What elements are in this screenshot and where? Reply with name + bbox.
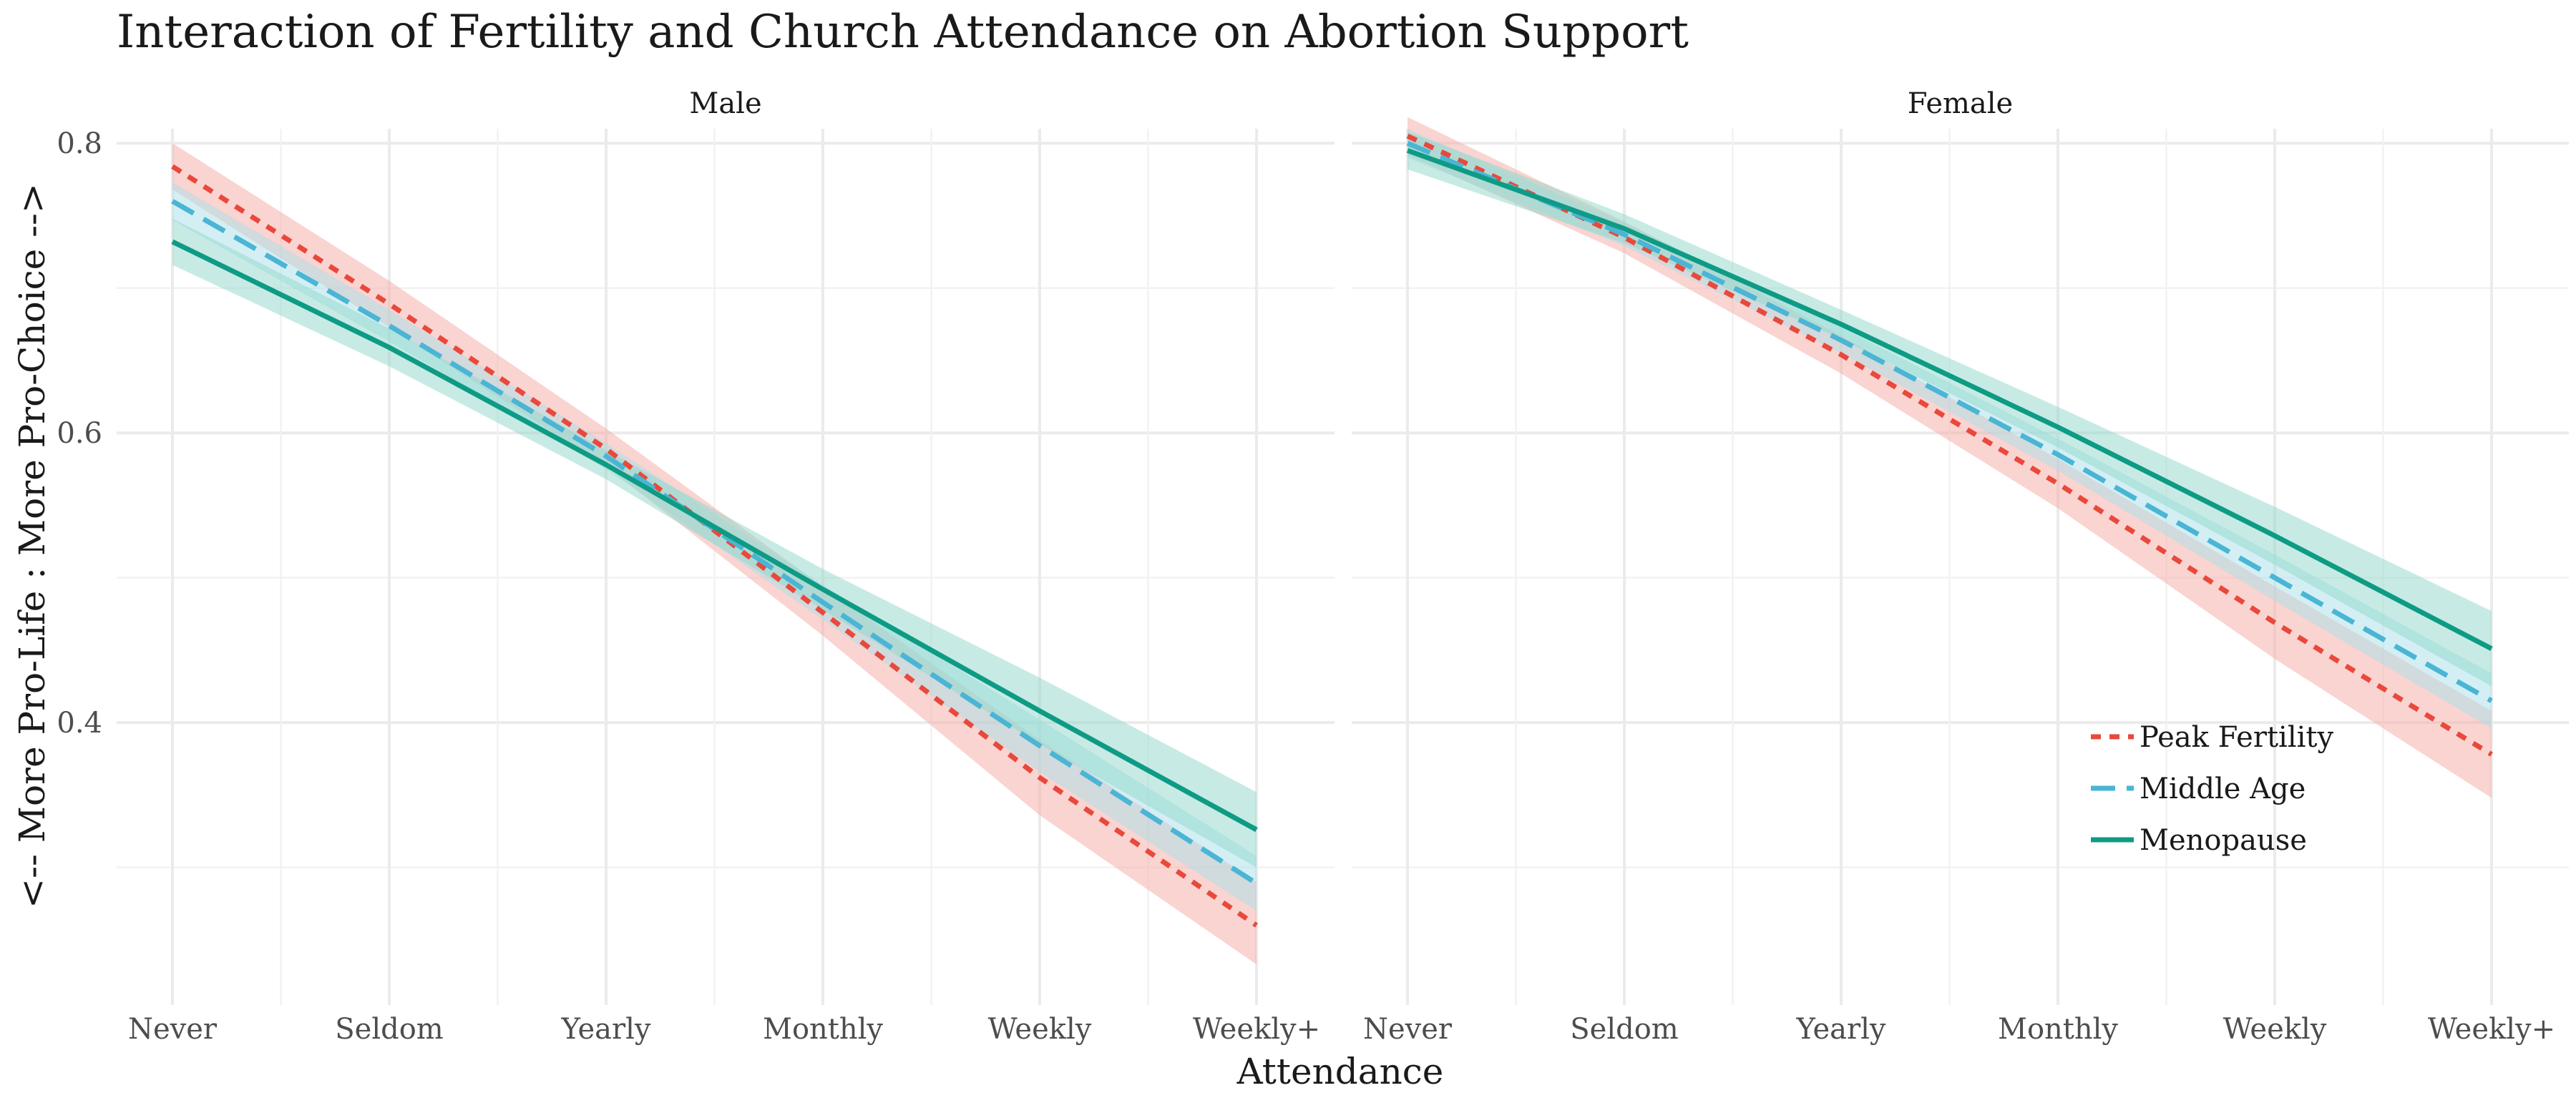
x-tick-label: Weekly+ (2428, 1013, 2555, 1046)
data-point-middle-age (1840, 339, 1843, 341)
data-point-middle-age (605, 455, 608, 457)
data-point-middle-age (2491, 700, 2493, 702)
data-point-menopause (2274, 534, 2276, 536)
data-point-peak-fertility (1039, 777, 1041, 779)
panel-female: Female Never Seldom Yearly Monthly Weekly Week… (1352, 87, 2569, 1046)
y-axis-title: <-- More Pro-Life : More Pro-Choice --> (11, 183, 53, 908)
x-tick-label: Weekly+ (1193, 1013, 1320, 1046)
data-point-menopause (1407, 149, 1409, 152)
x-tick-label: Weekly (2223, 1013, 2327, 1046)
x-axis-title: Attendance (1236, 1051, 1444, 1092)
x-tick-label: Never (1363, 1013, 1453, 1046)
data-point-middle-age (1407, 142, 1409, 144)
x-tick-label: Monthly (1998, 1013, 2118, 1046)
panels: Male Never Seldom Yearly Monthly Weekly Weekly… (57, 87, 2569, 1046)
data-point-peak-fertility (822, 612, 824, 614)
data-point-peak-fertility (389, 303, 391, 305)
data-point-peak-fertility (1407, 135, 1409, 137)
panel-male: Male Never Seldom Yearly Monthly Weekly Weekly… (57, 87, 1335, 1046)
data-point-menopause (1039, 710, 1041, 712)
data-point-menopause (2491, 647, 2493, 649)
y-tick-label: 0.4 (57, 707, 102, 740)
legend-item-peak-fertility: Peak Fertility (2091, 721, 2333, 754)
data-point-peak-fertility (1840, 353, 1843, 356)
data-point-menopause (1624, 227, 1626, 230)
data-point-peak-fertility (1256, 924, 1258, 926)
data-point-middle-age (1624, 233, 1626, 235)
data-point-peak-fertility (2057, 483, 2059, 485)
y-tick-label: 0.8 (57, 127, 102, 160)
data-point-menopause (172, 240, 174, 242)
series-line-menopause (1406, 148, 2493, 652)
data-point-middle-age (2274, 577, 2276, 579)
panel-strip-label: Male (689, 87, 761, 120)
data-point-peak-fertility (605, 448, 608, 450)
series-line-peak-fertility (171, 164, 1258, 928)
data-point-peak-fertility (2274, 622, 2276, 624)
data-point-menopause (389, 346, 391, 348)
data-point-peak-fertility (2491, 753, 2493, 755)
legend-label: Menopause (2140, 824, 2307, 857)
series-line-menopause (171, 239, 1258, 833)
legend-item-middle-age: Middle Age (2091, 773, 2306, 805)
data-point-middle-age (1256, 882, 1258, 884)
chart-title: Interaction of Fertility and Church Atte… (117, 6, 1689, 59)
data-point-menopause (1256, 829, 1258, 831)
data-point-middle-age (1039, 745, 1041, 747)
x-tick-label: Monthly (763, 1013, 883, 1046)
confidence-band-menopause (172, 218, 1257, 868)
legend: Peak Fertility Middle Age Menopause (2091, 721, 2333, 857)
series-line-middle-age (1406, 141, 2493, 703)
panel-strip-label: Female (1908, 87, 2013, 120)
data-point-middle-age (389, 325, 391, 327)
x-tick-label: Seldom (335, 1013, 443, 1046)
data-point-menopause (2057, 426, 2059, 428)
x-tick-label: Yearly (561, 1013, 651, 1046)
legend-label: Middle Age (2140, 773, 2306, 805)
legend-item-menopause: Menopause (2091, 824, 2307, 857)
data-point-middle-age (822, 602, 824, 604)
data-point-menopause (1840, 323, 1843, 325)
legend-label: Peak Fertility (2140, 721, 2333, 754)
x-tick-label: Yearly (1796, 1013, 1886, 1046)
x-tick-label: Never (128, 1013, 218, 1046)
data-point-middle-age (172, 200, 174, 202)
y-tick-label: 0.6 (57, 417, 102, 450)
data-point-menopause (605, 464, 608, 466)
data-point-menopause (822, 588, 824, 590)
data-point-middle-age (2057, 454, 2059, 456)
x-tick-label: Seldom (1570, 1013, 1678, 1046)
data-point-peak-fertility (172, 165, 174, 167)
x-tick-label: Weekly (988, 1013, 1092, 1046)
